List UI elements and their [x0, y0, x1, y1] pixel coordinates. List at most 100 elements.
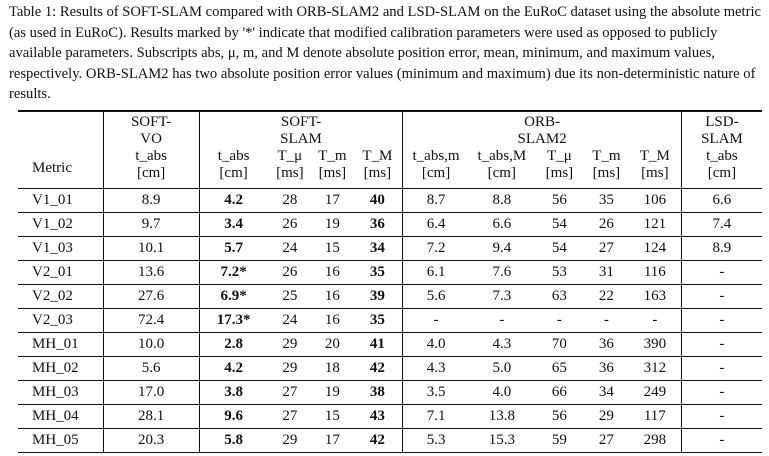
soft-slam-tmu-cell: 29: [267, 356, 313, 381]
col-softslam-tabs: t_abs [cm]: [198, 148, 268, 189]
orb-tm-cell: 31: [584, 260, 629, 285]
lsd-tabs-cell: 6.6: [680, 188, 762, 213]
soft-slam-tmu-cell: 29: [267, 332, 313, 357]
col-softslam-tm: T_m [ms]: [318, 148, 347, 181]
col-orb-tabs-m: t_abs,m [cm]: [402, 148, 469, 189]
orb-tm-cell: 36: [584, 356, 629, 381]
table-row: MH_05 20.3 5.8 29 17 42 5.3 15.3 59 27 298-: [18, 428, 762, 453]
orb-tmu-cell: 53: [534, 260, 585, 285]
table-row: MH_01 10.0 2.8 29 20 41 4.0 4.3 70 36 390-: [18, 332, 762, 357]
metric-cell: MH_03: [18, 380, 104, 405]
soft-slam-tmu-cell: 25: [267, 284, 313, 309]
soft-vo-tabs-cell: 13.6: [102, 260, 200, 285]
soft-slam-tabs-cell: 7.2*: [198, 260, 268, 285]
soft-slam-tM-cell: 41: [352, 332, 403, 357]
soft-slam-tM-cell: 35: [352, 260, 403, 285]
col-lsd-tabs: t_abs [cm]: [680, 148, 762, 189]
soft-vo-tabs-cell: 27.6: [102, 284, 200, 309]
soft-slam-tM-cell: 42: [352, 428, 403, 453]
orb-tabs-m-cell: 5.6: [402, 284, 469, 309]
col-softslam-tmu: T_μ [ms]: [276, 148, 304, 181]
soft-slam-tabs-cell: 3.4: [198, 212, 268, 237]
orb-tmu-cell: 56: [534, 404, 585, 429]
orb-tm-cell: 22: [584, 284, 629, 309]
soft-slam-tm-cell: 16: [312, 260, 353, 285]
group-header-lsd-slam: LSD- SLAM: [680, 110, 762, 148]
soft-slam-tM-cell: 39: [352, 284, 403, 309]
orb-tabs-M-cell: 4.3: [468, 332, 535, 357]
lsd-tabs-cell: -: [680, 356, 762, 381]
metric-cell: MH_04: [18, 404, 104, 429]
soft-slam-tM-cell: 38: [352, 380, 403, 405]
soft-slam-tmu-cell: 24: [267, 308, 313, 333]
orb-tmu-cell: 66: [534, 380, 585, 405]
soft-vo-tabs-cell: 72.4: [102, 308, 200, 333]
soft-slam-tabs-cell: 2.8: [198, 332, 268, 357]
orb-tm-cell: -: [584, 308, 629, 333]
soft-slam-tabs-cell: 3.8: [198, 380, 268, 405]
metric-cell: MH_05: [18, 428, 104, 453]
soft-vo-tabs-cell: 28.1: [102, 404, 200, 429]
orb-tabs-M-cell: 9.4: [468, 236, 535, 261]
orb-tm-cell: 34: [584, 380, 629, 405]
orb-tabs-m-cell: 5.3: [402, 428, 469, 453]
lsd-tabs-cell: -: [680, 404, 762, 429]
orb-tmu-cell: 65: [534, 356, 585, 381]
orb-tabs-M-cell: 13.8: [468, 404, 535, 429]
table-row: MH_03 17.0 3.8 27 19 38 3.5 4.0 66 34 249-: [18, 380, 762, 405]
orb-tM-cell: 163: [628, 284, 682, 309]
soft-slam-tM-cell: 34: [352, 236, 403, 261]
col-orb-tM: T_M [ms]: [639, 148, 670, 181]
table-row: V1_03 10.1 5.7 24 15 34 7.2 9.4 54 27 124 8.9: [18, 236, 762, 261]
soft-slam-tabs-cell: 4.2: [198, 356, 268, 381]
soft-slam-tM-cell: 43: [352, 404, 403, 429]
soft-slam-tm-cell: 18: [312, 356, 353, 381]
metric-cell: V1_02: [18, 212, 104, 237]
orb-tmu-cell: -: [534, 308, 585, 333]
results-table: SOFT- VO SOFT- SLAM ORB- SLAM2 LSD- SLAM Met…: [18, 110, 762, 453]
soft-slam-tm-cell: 20: [312, 332, 353, 357]
soft-slam-tM-cell: 40: [352, 188, 403, 213]
orb-tmu-cell: 54: [534, 236, 585, 261]
lsd-tabs-cell: -: [680, 260, 762, 285]
metric-cell: MH_01: [18, 332, 104, 357]
orb-tabs-m-cell: 4.3: [402, 356, 469, 381]
soft-vo-tabs-cell: 10.1: [102, 236, 200, 261]
group-header-orb-slam2: ORB- SLAM2: [402, 110, 682, 148]
group-header-soft-slam: SOFT- SLAM: [198, 110, 403, 148]
soft-slam-tabs-cell: 4.2: [198, 188, 268, 213]
soft-slam-tabs-cell: 5.8: [198, 428, 268, 453]
lsd-tabs-cell: -: [680, 380, 762, 405]
soft-slam-tm-cell: 19: [312, 380, 353, 405]
soft-slam-tm-cell: 16: [312, 284, 353, 309]
orb-tM-cell: 298: [628, 428, 682, 453]
orb-tm-cell: 27: [584, 236, 629, 261]
col-softslam-tM: T_M [ms]: [362, 148, 393, 181]
table-row: V1_01 8.9 4.2 28 17 40 8.7 8.8 56 35 106 6.6: [18, 188, 762, 213]
soft-slam-tabs-cell: 17.3*: [198, 308, 268, 333]
soft-slam-tm-cell: 17: [312, 188, 353, 213]
orb-tabs-M-cell: 8.8: [468, 188, 535, 213]
col-orb-tm: T_m [ms]: [592, 148, 621, 181]
lsd-tabs-cell: -: [680, 284, 762, 309]
orb-tM-cell: 124: [628, 236, 682, 261]
lsd-tabs-cell: -: [680, 428, 762, 453]
soft-slam-tabs-cell: 5.7: [198, 236, 268, 261]
soft-vo-tabs-cell: 5.6: [102, 356, 200, 381]
soft-slam-tabs-cell: 9.6: [198, 404, 268, 429]
soft-slam-tmu-cell: 27: [267, 380, 313, 405]
orb-tM-cell: 249: [628, 380, 682, 405]
metric-cell: V2_03: [18, 308, 104, 333]
orb-tm-cell: 29: [584, 404, 629, 429]
soft-slam-tabs-cell: 6.9*: [198, 284, 268, 309]
orb-tabs-m-cell: -: [402, 308, 469, 333]
lsd-tabs-cell: 7.4: [680, 212, 762, 237]
metric-cell: V2_02: [18, 284, 104, 309]
lsd-tabs-cell: -: [680, 332, 762, 357]
orb-tmu-cell: 59: [534, 428, 585, 453]
soft-slam-tm-cell: 15: [312, 404, 353, 429]
orb-tabs-M-cell: 7.6: [468, 260, 535, 285]
orb-tM-cell: 117: [628, 404, 682, 429]
orb-tmu-cell: 54: [534, 212, 585, 237]
lsd-tabs-cell: 8.9: [680, 236, 762, 261]
